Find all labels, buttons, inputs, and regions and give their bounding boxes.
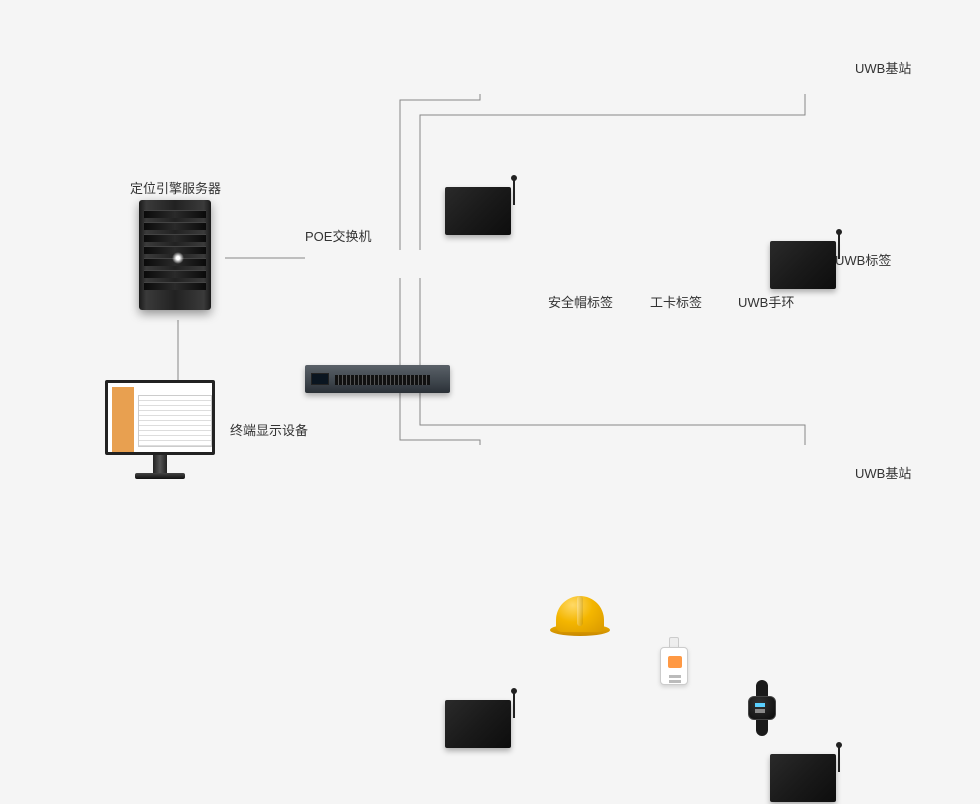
uwb-station-top-label: UWB基站 xyxy=(855,58,911,77)
tags-group-label: UWB标签 xyxy=(835,250,891,269)
server-node xyxy=(130,200,220,315)
server-label: 定位引擎服务器 xyxy=(130,178,221,197)
watch-tag-icon xyxy=(740,680,784,736)
monitor-label: 终端显示设备 xyxy=(230,420,308,439)
hardhat-tag-icon xyxy=(550,594,610,642)
switch-label: POE交换机 xyxy=(305,226,371,245)
watch-label: UWB手环 xyxy=(738,292,794,311)
monitor-node xyxy=(105,380,215,479)
uwb-station-bottom-label: UWB基站 xyxy=(855,463,911,482)
idcard-label: 工卡标签 xyxy=(650,292,702,311)
switch-node xyxy=(305,365,450,393)
uwb-station-bottom-right xyxy=(770,750,842,804)
hardhat-label: 安全帽标签 xyxy=(548,292,613,311)
uwb-station-top-left xyxy=(445,183,517,237)
idcard-tag-icon xyxy=(660,637,688,685)
uwb-station-top-right xyxy=(770,237,842,291)
uwb-station-bottom-left xyxy=(445,696,517,750)
